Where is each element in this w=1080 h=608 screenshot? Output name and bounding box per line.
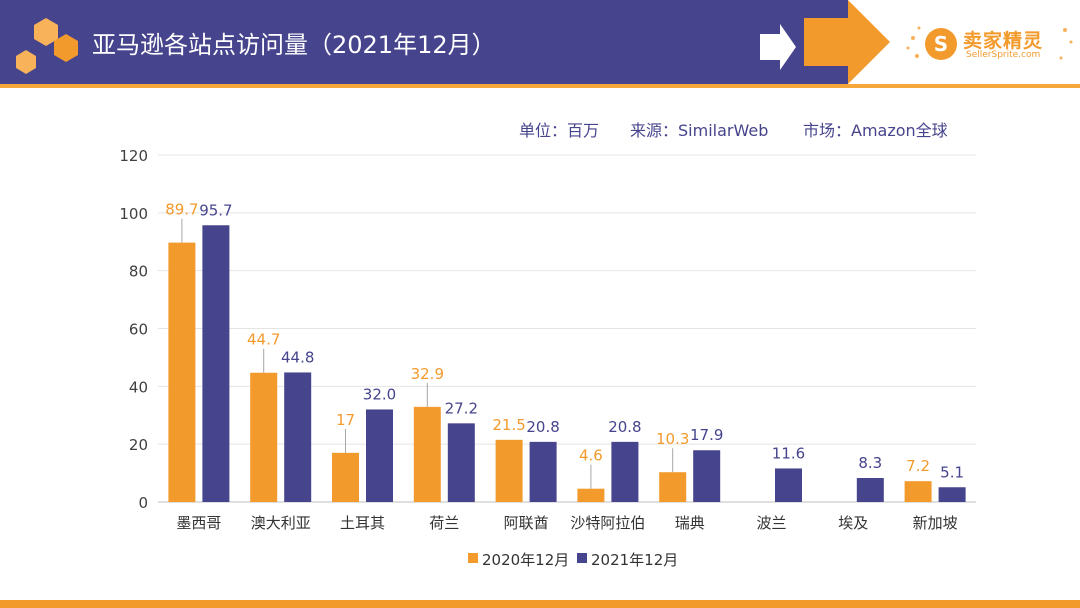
hexagon-large-icon bbox=[34, 18, 58, 46]
x-tick-label: 瑞典 bbox=[675, 514, 705, 532]
bar bbox=[332, 452, 359, 502]
small-arrow-icon bbox=[760, 24, 796, 70]
large-arrow-icon bbox=[804, 0, 890, 84]
bar bbox=[775, 468, 802, 502]
data-label: 44.8 bbox=[281, 348, 314, 366]
data-label: 95.7 bbox=[199, 201, 232, 219]
y-tick-label: 0 bbox=[138, 494, 148, 512]
source-label: 来源：SimilarWeb bbox=[630, 121, 769, 140]
logo-mark: S bbox=[934, 32, 948, 56]
y-tick-label: 100 bbox=[119, 205, 148, 223]
page-title: 亚马逊各站点访问量（2021年12月） bbox=[92, 31, 496, 59]
x-tick-label: 土耳其 bbox=[340, 514, 385, 532]
bar bbox=[495, 439, 523, 502]
x-tick-label: 波兰 bbox=[756, 514, 786, 532]
data-label: 20.8 bbox=[526, 418, 559, 436]
bar bbox=[413, 406, 441, 502]
header-bar bbox=[0, 0, 848, 84]
bar bbox=[938, 487, 966, 502]
bar bbox=[577, 488, 605, 502]
x-tick-label: 新加坡 bbox=[913, 514, 958, 532]
bar bbox=[366, 409, 393, 502]
x-tick-label: 沙特阿拉伯 bbox=[570, 514, 645, 532]
bar bbox=[529, 441, 557, 502]
footer-bar bbox=[0, 600, 1080, 608]
data-label: 10.3 bbox=[656, 430, 689, 448]
y-tick-label: 40 bbox=[129, 378, 148, 396]
legend-swatch-2021 bbox=[577, 553, 587, 563]
legend-label-2020: 2020年12月 bbox=[482, 551, 570, 569]
bar bbox=[284, 372, 312, 502]
data-label: 5.1 bbox=[940, 463, 964, 481]
header: 亚马逊各站点访问量（2021年12月） S 卖家精灵 SellerSprite.… bbox=[0, 0, 1080, 84]
market-label: 市场：Amazon全球 bbox=[803, 121, 948, 140]
data-label: 11.6 bbox=[772, 444, 805, 462]
bar bbox=[856, 477, 884, 502]
y-tick-label: 120 bbox=[119, 147, 148, 165]
hexagon-small-icon bbox=[16, 50, 36, 74]
x-tick-label: 墨西哥 bbox=[176, 514, 221, 532]
y-tick-label: 20 bbox=[129, 436, 148, 454]
data-label: 89.7 bbox=[165, 201, 198, 219]
data-label: 17 bbox=[336, 411, 355, 429]
bar bbox=[202, 225, 230, 502]
data-label: 27.2 bbox=[445, 399, 478, 417]
data-label: 32.0 bbox=[363, 385, 396, 403]
data-label: 32.9 bbox=[411, 365, 444, 383]
bar bbox=[904, 481, 932, 502]
hexagon-medium-icon bbox=[54, 34, 78, 62]
bar bbox=[250, 372, 278, 502]
data-label: 4.6 bbox=[579, 447, 603, 465]
bar bbox=[659, 472, 687, 502]
data-label: 44.7 bbox=[247, 331, 280, 349]
hexagon-decoration-icon bbox=[16, 18, 78, 74]
data-label: 21.5 bbox=[492, 416, 525, 434]
bar bbox=[693, 450, 721, 502]
logo-icon: S bbox=[906, 26, 1073, 60]
x-tick-label: 澳大利亚 bbox=[251, 514, 311, 532]
data-label: 17.9 bbox=[690, 426, 723, 444]
x-tick-label: 荷兰 bbox=[429, 514, 459, 532]
unit-label: 单位：百万 bbox=[519, 121, 600, 140]
x-tick-label: 阿联酋 bbox=[504, 514, 549, 532]
bar bbox=[611, 441, 639, 502]
bar bbox=[168, 242, 196, 502]
header-underline bbox=[0, 84, 1080, 88]
logo-name: 卖家精灵 bbox=[963, 30, 1044, 52]
data-label: 20.8 bbox=[608, 418, 641, 436]
y-tick-label: 60 bbox=[129, 321, 148, 339]
data-label: 8.3 bbox=[858, 454, 882, 472]
arrow-decoration-icon bbox=[760, 0, 890, 84]
logo-subtitle: SellerSprite.com bbox=[966, 50, 1041, 60]
legend-label-2021: 2021年12月 bbox=[591, 551, 679, 569]
data-label: 7.2 bbox=[906, 457, 930, 475]
legend-swatch-2020 bbox=[468, 553, 478, 563]
bar bbox=[447, 423, 475, 502]
x-tick-label: 埃及 bbox=[838, 514, 868, 532]
y-tick-label: 80 bbox=[129, 263, 148, 281]
